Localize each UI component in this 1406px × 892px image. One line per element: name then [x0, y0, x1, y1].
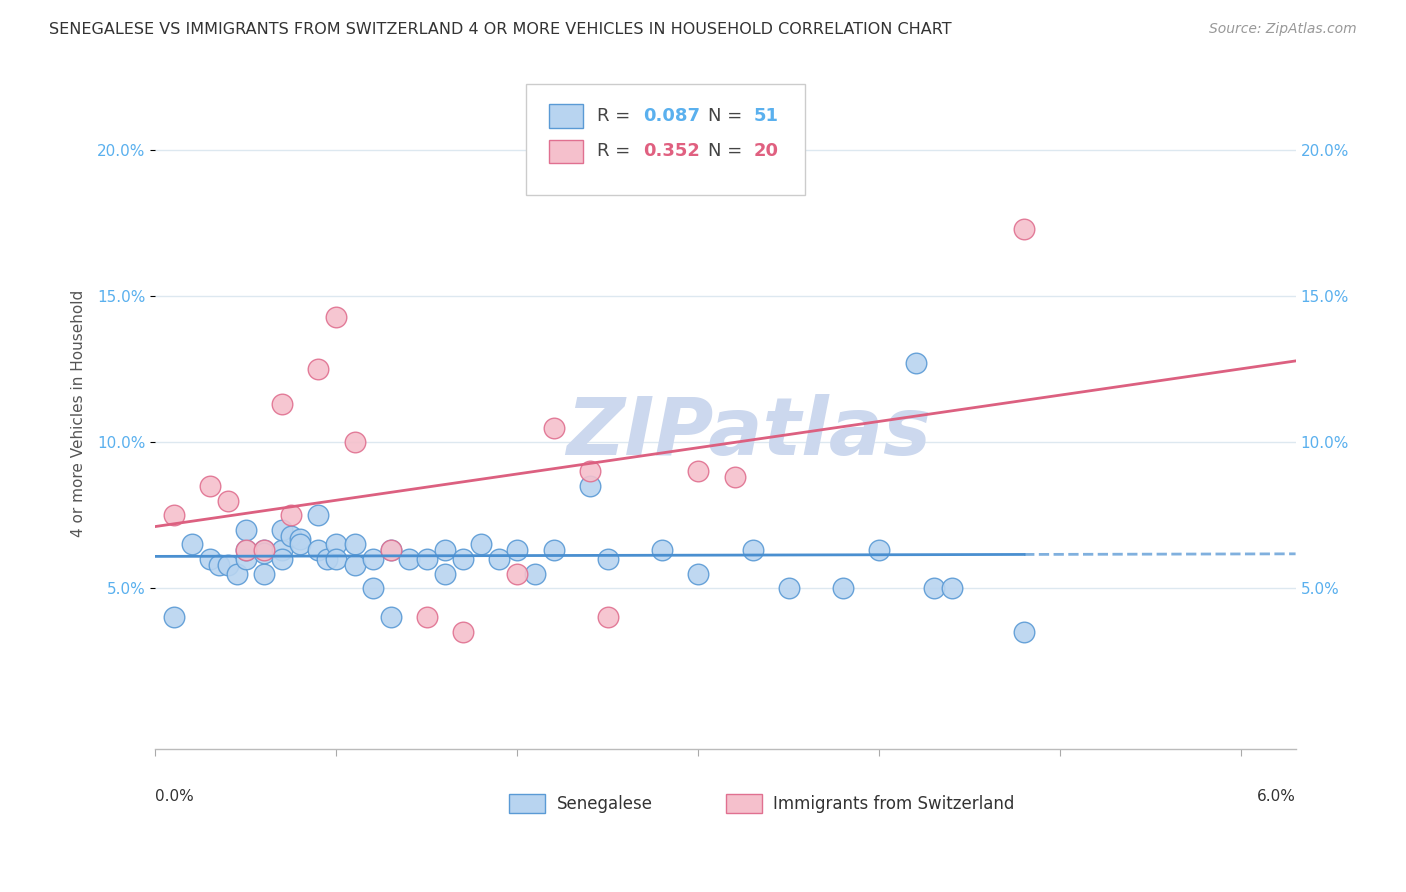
Point: [290, 532, 312, 546]
Point: [922, 581, 945, 595]
Point: [253, 543, 276, 558]
Point: [380, 543, 402, 558]
Point: [217, 558, 239, 572]
Point: [434, 543, 457, 558]
Point: [162, 610, 184, 624]
Text: 6.0%: 6.0%: [1257, 789, 1295, 804]
Text: R =: R =: [596, 107, 636, 125]
Point: [271, 552, 294, 566]
Point: [316, 552, 339, 566]
Point: [325, 552, 347, 566]
Point: [361, 581, 384, 595]
Text: 0.352: 0.352: [644, 142, 700, 161]
Point: [180, 537, 202, 551]
Point: [361, 552, 384, 566]
Point: [596, 610, 619, 624]
Text: SENEGALESE VS IMMIGRANTS FROM SWITZERLAND 4 OR MORE VEHICLES IN HOUSEHOLD CORREL: SENEGALESE VS IMMIGRANTS FROM SWITZERLAN…: [49, 22, 952, 37]
Point: [1012, 222, 1035, 236]
FancyBboxPatch shape: [548, 140, 583, 163]
Point: [832, 581, 855, 595]
Text: ZIPatlas: ZIPatlas: [565, 394, 931, 472]
Text: N =: N =: [709, 107, 748, 125]
Point: [596, 552, 619, 566]
Point: [307, 362, 329, 376]
Point: [451, 624, 474, 639]
Point: [543, 420, 565, 434]
Point: [162, 508, 184, 523]
Text: Source: ZipAtlas.com: Source: ZipAtlas.com: [1209, 22, 1357, 37]
Point: [235, 552, 257, 566]
Point: [488, 552, 510, 566]
Point: [416, 552, 439, 566]
Point: [198, 552, 221, 566]
Point: [543, 543, 565, 558]
Point: [235, 543, 257, 558]
Point: [778, 581, 800, 595]
Point: [325, 537, 347, 551]
Text: Immigrants from Switzerland: Immigrants from Switzerland: [773, 795, 1015, 813]
Point: [434, 566, 457, 581]
Y-axis label: 4 or more Vehicles in Household: 4 or more Vehicles in Household: [72, 289, 86, 537]
Point: [688, 566, 710, 581]
Point: [524, 566, 547, 581]
Point: [235, 543, 257, 558]
Point: [1012, 624, 1035, 639]
Point: [208, 558, 231, 572]
Point: [651, 543, 673, 558]
Text: 0.087: 0.087: [644, 107, 700, 125]
Point: [253, 546, 276, 560]
Point: [416, 610, 439, 624]
FancyBboxPatch shape: [509, 794, 546, 813]
Point: [868, 543, 890, 558]
Point: [578, 479, 600, 493]
Text: 51: 51: [754, 107, 779, 125]
Point: [343, 435, 366, 450]
Text: R =: R =: [596, 142, 636, 161]
Point: [380, 543, 402, 558]
Point: [688, 464, 710, 478]
Text: N =: N =: [709, 142, 748, 161]
Point: [380, 610, 402, 624]
FancyBboxPatch shape: [725, 794, 762, 813]
FancyBboxPatch shape: [548, 104, 583, 128]
Point: [578, 464, 600, 478]
Point: [343, 558, 366, 572]
Point: [723, 470, 745, 484]
Point: [280, 528, 302, 542]
Point: [235, 523, 257, 537]
Point: [271, 397, 294, 411]
Point: [217, 493, 239, 508]
Text: 20: 20: [754, 142, 779, 161]
Text: Senegalese: Senegalese: [557, 795, 652, 813]
Point: [325, 310, 347, 324]
Point: [506, 543, 529, 558]
Point: [280, 508, 302, 523]
Point: [941, 581, 963, 595]
Point: [343, 537, 366, 551]
Point: [253, 543, 276, 558]
FancyBboxPatch shape: [526, 84, 806, 194]
Point: [271, 523, 294, 537]
Point: [741, 543, 763, 558]
Point: [253, 566, 276, 581]
Point: [307, 543, 329, 558]
Point: [290, 537, 312, 551]
Point: [904, 356, 927, 370]
Point: [451, 552, 474, 566]
Point: [470, 537, 492, 551]
Point: [198, 479, 221, 493]
Point: [225, 566, 247, 581]
Point: [307, 508, 329, 523]
Point: [398, 552, 420, 566]
Text: 0.0%: 0.0%: [156, 789, 194, 804]
Point: [271, 543, 294, 558]
Point: [506, 566, 529, 581]
